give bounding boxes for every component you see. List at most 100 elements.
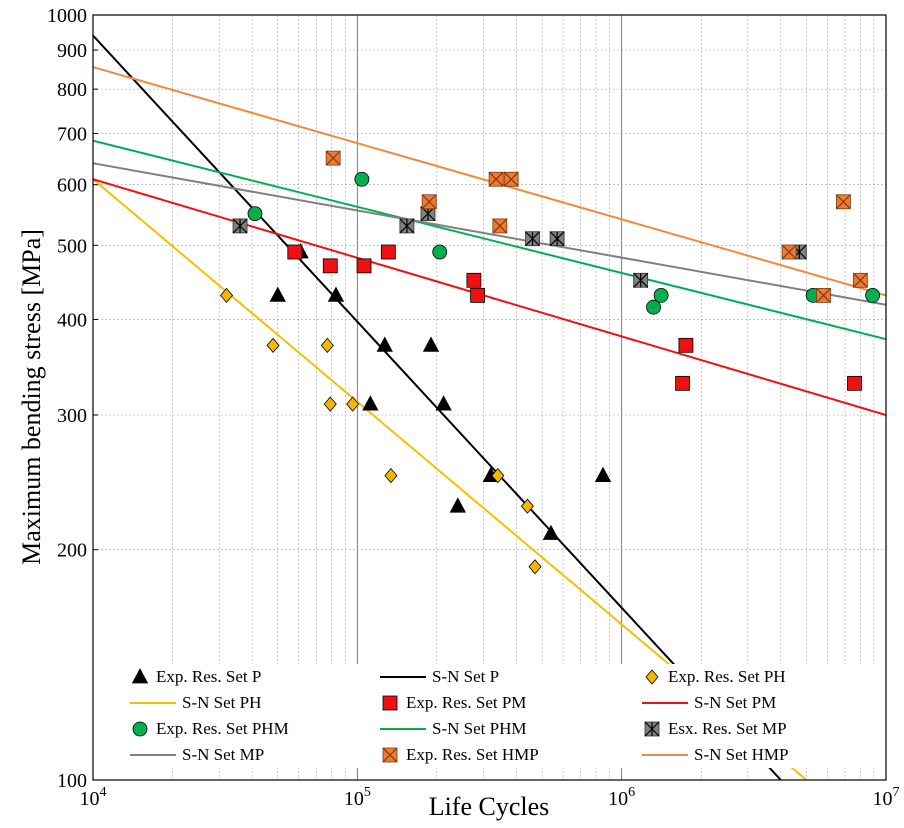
legend-swatch [644,721,660,737]
data-point [816,287,831,303]
legend-swatch [130,754,176,756]
data-point [435,395,452,411]
data-point [492,218,508,234]
legend-label: S-N Set HMP [694,745,789,764]
data-point [380,244,396,260]
legend-item: S-N Set PM [640,692,776,714]
data-point [678,337,694,353]
data-point [525,231,540,247]
data-point [449,497,467,513]
y-tick-label: 400 [57,309,87,331]
data-point [528,559,542,575]
data-point [542,524,560,540]
data-point [835,194,851,210]
data-point [653,287,669,303]
legend-marker [131,668,149,684]
data-point [287,244,303,260]
legend-swatch [131,668,149,684]
legend-item: S-N Set P [378,666,499,688]
legend-label: Exp. Res. Set HMP [406,745,539,764]
data-point [549,231,565,247]
data-point [269,286,286,302]
data-point [232,218,248,234]
data-point [503,171,519,187]
data-point [220,287,234,304]
legend-label: Exp. Res. Set P [156,667,262,686]
legend-swatch [132,721,148,737]
data-point [384,467,398,484]
sn-line [93,139,886,341]
x-tick-label: 107 [873,785,900,810]
data-point [594,466,612,482]
data-point [432,244,448,260]
grid-layer [93,15,886,780]
data-point [675,375,690,391]
data-point [466,272,482,288]
legend-label: Exp. Res. Set PHM [156,719,289,738]
legend-item: S-N Set MP [128,744,264,766]
x-tick-label: 104 [80,785,107,810]
y-axis-label: Maximum bending stress [MPa] [17,229,46,565]
legend-swatch [382,695,398,711]
legend-marker [132,721,148,737]
legend-item: Exp. Res. Set PM [378,692,526,714]
data-point [422,336,440,352]
data-point [865,287,881,303]
y-tick-label: 1000 [47,5,87,27]
data-point [399,218,415,234]
legend-item: S-N Set PHM [378,718,526,740]
legend-swatch [130,702,176,704]
legend-item: S-N Set HMP [640,744,788,766]
data-point [266,337,280,353]
legend-swatch [645,669,659,685]
x-tick-label: 105 [344,785,371,810]
data-point [520,498,534,514]
y-tick-label: 100 [57,770,87,792]
legend-label: Exp. Res. Set PH [668,667,786,686]
data-point [323,396,337,412]
data-point [354,171,370,187]
data-point [781,244,797,260]
data-point [247,206,263,222]
legend-marker [645,669,659,685]
data-points [220,150,881,575]
y-tick-label: 700 [57,124,87,146]
data-point [491,467,505,484]
legend-swatch [642,754,688,756]
legend-marker [382,747,398,763]
data-point [356,258,372,274]
y-tick-label: 800 [57,79,87,101]
y-tick-label: 600 [57,175,87,197]
data-point [346,396,360,412]
x-axis-label: Life Cycles [429,792,550,821]
legend-swatch [380,676,426,678]
data-point [633,272,649,288]
data-point [852,272,868,288]
data-point [327,286,345,302]
y-tick-label: 900 [57,40,87,62]
data-point [320,337,334,353]
legend-label: S-N Set PM [694,693,777,712]
legend-item: Exp. Res. Set HMP [378,744,539,766]
data-point [325,150,341,166]
data-point [421,194,437,210]
data-point [362,395,379,411]
sn-line [93,178,886,416]
legend-label: S-N Set MP [182,745,265,764]
y-tick-label: 200 [57,540,87,562]
legend-label: Exp. Res. Set PM [406,693,527,712]
sn-line [93,162,886,306]
legend-label: Esx. Res. Set MP [668,719,787,738]
plot-frame [92,14,887,781]
legend-swatch [380,728,426,730]
legend: Exp. Res. Set P S-N Set P Exp. Res. Set PH… [108,664,878,768]
legend-label: S-N Set P [432,667,500,686]
legend-item: Exp. Res. Set PH [640,666,786,688]
data-point [847,375,862,391]
y-tick-labels: 100 200 300 400 500 600 700 800 900 1000 [47,5,98,792]
legend-item: S-N Set PH [128,692,261,714]
x-tick-labels: 104 105 106 107 [80,785,900,810]
x-tick-label: 106 [608,785,635,810]
y-tick-label: 300 [57,405,87,427]
data-point [376,336,393,352]
